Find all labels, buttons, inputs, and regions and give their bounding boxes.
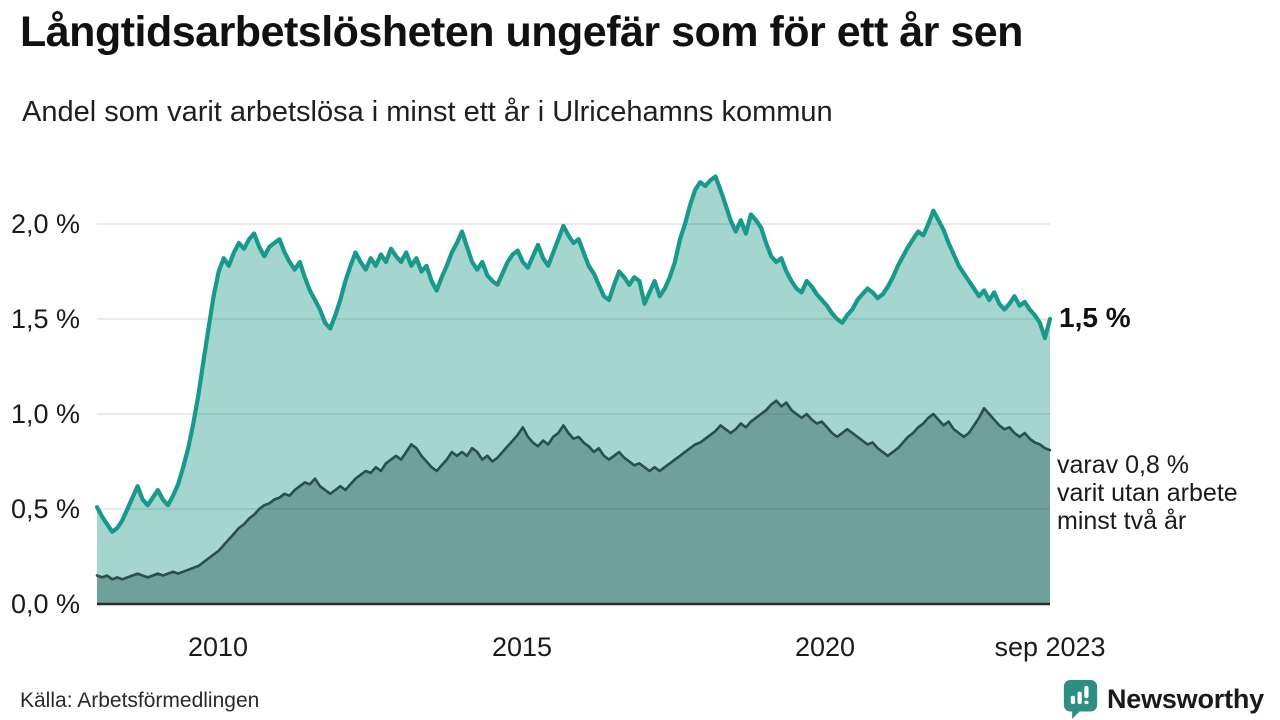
x-axis-tick-label: 2015 [491, 632, 553, 662]
x-axis-tick-label: 2010 [187, 632, 249, 662]
x-axis-tick-label: sep 2023 [994, 632, 1106, 662]
bar-chart-speech-bubble-icon [1063, 680, 1098, 719]
series-two-years-end-annotation: varav 0,8 % varit utan arbete minst två … [1057, 451, 1238, 535]
chart-subtitle: Andel som varit arbetslösa i minst ett å… [22, 96, 833, 128]
y-axis-tick-label: 2,0 % [10, 209, 80, 239]
y-axis-tick-label: 0,5 % [10, 494, 80, 524]
newsworthy-logo: Newsworthy [1062, 678, 1264, 720]
series-1-line [95, 399, 1052, 581]
y-axis-tick-label: 1,5 % [10, 304, 80, 334]
source-note: Källa: Arbetsförmedlingen [20, 689, 260, 712]
x-axis-tick-label: 2020 [794, 632, 856, 662]
series-1-area-fill [97, 400, 1050, 604]
series-total-end-value-label: 1,5 % [1059, 302, 1131, 333]
y-axis-tick-label: 1,0 % [10, 399, 80, 429]
newsworthy-logo-text: Newsworthy [1106, 683, 1264, 714]
chart-title: Långtidsarbetslösheten ungefär som för e… [20, 8, 1023, 56]
series-0-line [94, 174, 1053, 534]
y-axis-tick-label: 0,0 % [10, 589, 80, 619]
